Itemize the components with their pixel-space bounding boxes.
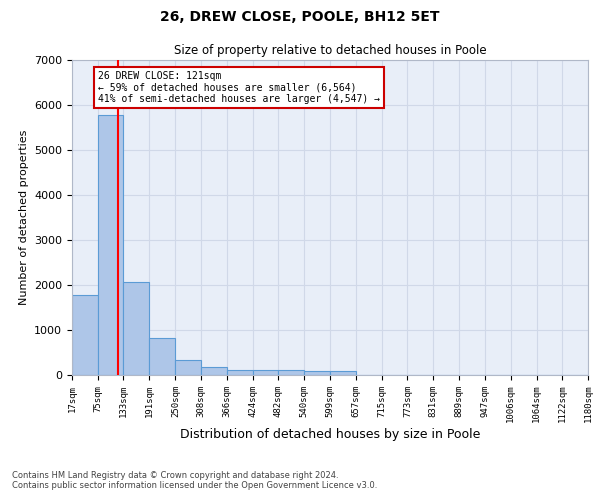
Text: Contains HM Land Registry data © Crown copyright and database right 2024.
Contai: Contains HM Land Registry data © Crown c… [12, 470, 377, 490]
Text: 26 DREW CLOSE: 121sqm
← 59% of detached houses are smaller (6,564)
41% of semi-d: 26 DREW CLOSE: 121sqm ← 59% of detached … [98, 71, 380, 104]
Bar [149, 338, 175, 375]
Text: 26, DREW CLOSE, POOLE, BH12 5ET: 26, DREW CLOSE, POOLE, BH12 5ET [160, 10, 440, 24]
Title: Size of property relative to detached houses in Poole: Size of property relative to detached ho… [173, 44, 487, 58]
Bar [201, 367, 227, 375]
Bar [304, 370, 330, 375]
Bar [175, 360, 201, 375]
Bar [98, 115, 124, 375]
Bar [253, 370, 278, 375]
Bar [72, 295, 98, 375]
Bar [330, 371, 356, 375]
Bar [124, 282, 149, 375]
Y-axis label: Number of detached properties: Number of detached properties [19, 130, 29, 305]
Bar [278, 370, 304, 375]
Bar [227, 370, 253, 375]
X-axis label: Distribution of detached houses by size in Poole: Distribution of detached houses by size … [180, 428, 480, 441]
